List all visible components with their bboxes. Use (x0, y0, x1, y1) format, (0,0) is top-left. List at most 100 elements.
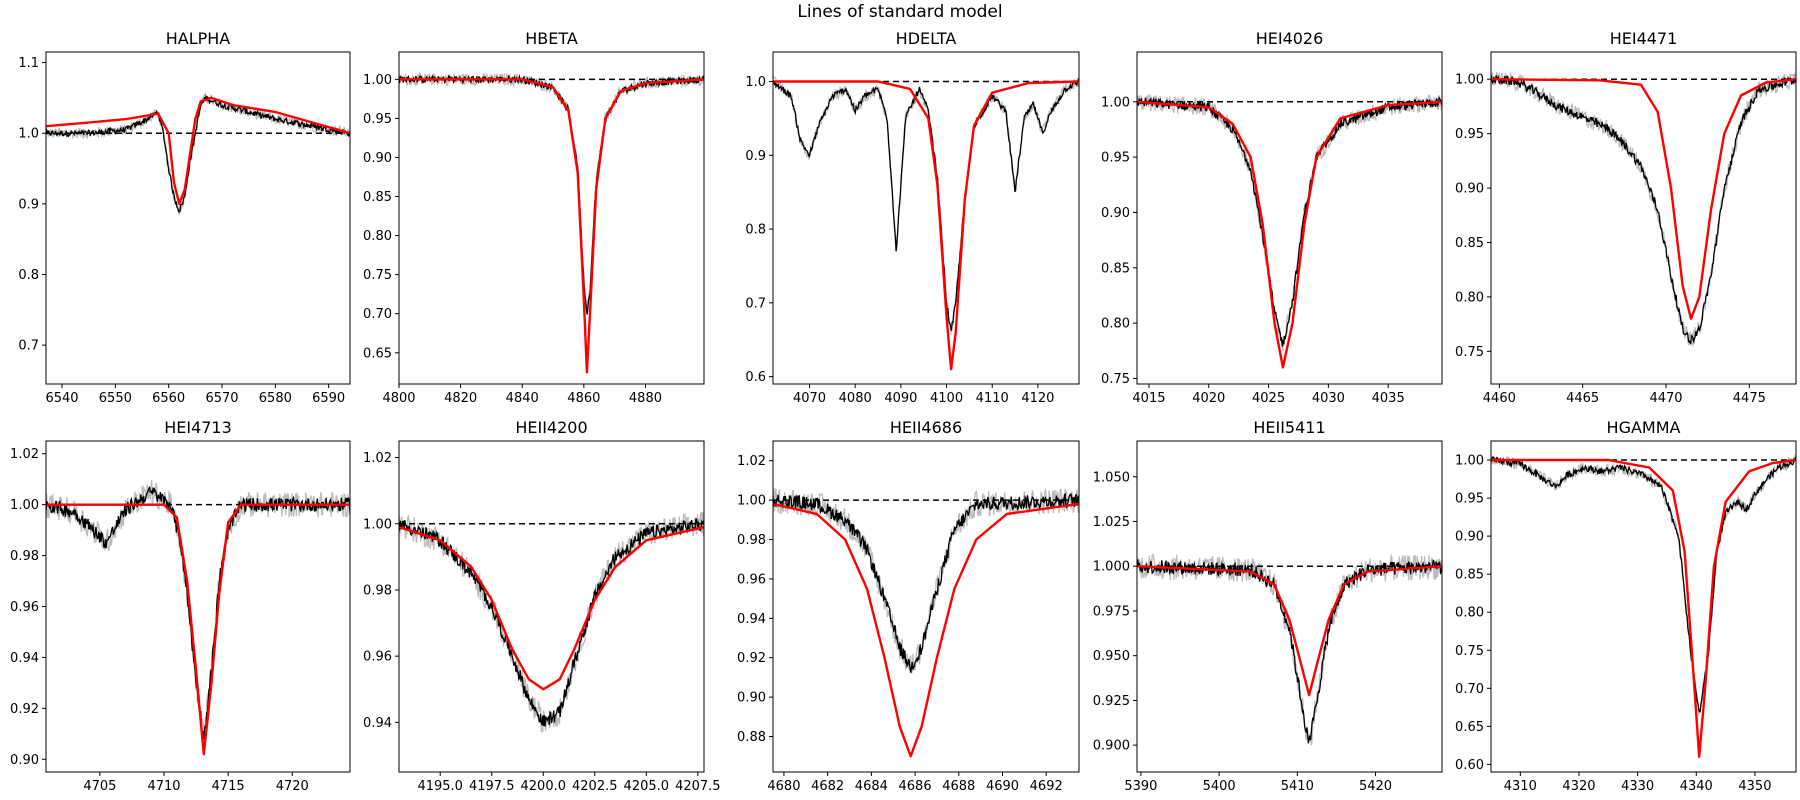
y-tick-label: 0.94 (737, 612, 766, 627)
y-tick-label: 0.8 (745, 223, 766, 238)
plot-area (46, 91, 350, 216)
observed-series (773, 78, 1079, 331)
model-series (1137, 565, 1442, 697)
x-tick-label: 4820 (444, 391, 477, 406)
x-tick-label: 4120 (1021, 391, 1054, 406)
plot-area (1491, 454, 1796, 758)
plot-area (1491, 71, 1796, 347)
figure-title: Lines of standard model (797, 2, 1003, 22)
x-tick-label: 5410 (1281, 779, 1314, 794)
x-tick-label: 4715 (212, 779, 245, 794)
x-tick-label: 4090 (884, 391, 917, 406)
y-tick-label: 1.00 (10, 498, 39, 513)
plot-area (399, 72, 704, 374)
x-tick-label: 4197.5 (469, 779, 515, 794)
observed-series (1491, 456, 1796, 713)
y-tick-label: 0.75 (363, 268, 392, 283)
y-tick-label: 1.1 (18, 56, 39, 71)
panel-title: HEI4471 (1610, 29, 1678, 48)
y-tick-label: 0.7 (745, 296, 766, 311)
y-tick-label: 0.95 (1101, 151, 1130, 166)
y-tick-label: 1.025 (1093, 515, 1130, 530)
x-tick-label: 4465 (1566, 391, 1599, 406)
panel-title: HDELTA (896, 29, 957, 48)
y-tick-label: 0.90 (1455, 182, 1484, 197)
axes-frame (1490, 51, 1797, 385)
x-tick-label: 4682 (811, 779, 844, 794)
x-tick-label: 5400 (1203, 779, 1236, 794)
x-tick-label: 4195.0 (417, 779, 463, 794)
x-tick-label: 4686 (899, 779, 932, 794)
y-tick-label: 1.050 (1093, 470, 1130, 485)
y-tick-label: 0.85 (1455, 236, 1484, 251)
y-tick-label: 1.00 (363, 517, 392, 532)
y-tick-label: 0.950 (1093, 649, 1130, 664)
model-series (399, 525, 704, 691)
x-tick-label: 4025 (1252, 391, 1285, 406)
panel-title: HEII4686 (890, 418, 962, 437)
panel-title: HEII4200 (515, 418, 587, 437)
y-tick-label: 0.7 (18, 339, 39, 354)
y-tick-label: 0.85 (1101, 261, 1130, 276)
x-tick-label: 4705 (83, 779, 116, 794)
x-tick-label: 4320 (1562, 779, 1595, 794)
axes-frame (1490, 440, 1797, 773)
y-tick-label: 0.75 (1101, 372, 1130, 387)
x-tick-label: 4100 (930, 391, 963, 406)
panel-title: HBETA (525, 29, 578, 48)
x-tick-label: 6590 (312, 391, 345, 406)
x-tick-label: 4840 (506, 391, 539, 406)
plot-area (773, 487, 1079, 758)
y-tick-label: 1.00 (1101, 95, 1130, 110)
observed-series (1491, 74, 1796, 345)
y-tick-label: 0.90 (1101, 206, 1130, 221)
y-tick-label: 1.00 (1455, 73, 1484, 88)
y-tick-label: 0.96 (10, 600, 39, 615)
model-series (1491, 458, 1796, 758)
panel-title: HGAMMA (1607, 418, 1681, 437)
observed-raw-series (773, 487, 1079, 675)
y-tick-label: 0.85 (1455, 568, 1484, 583)
y-tick-label: 0.6 (745, 370, 766, 385)
y-tick-label: 0.925 (1093, 694, 1130, 709)
model-series (1491, 78, 1796, 320)
axes-frame (398, 440, 705, 773)
y-tick-label: 0.65 (1455, 720, 1484, 735)
y-tick-label: 0.95 (1455, 492, 1484, 507)
y-tick-label: 0.80 (1455, 290, 1484, 305)
x-tick-label: 5420 (1359, 779, 1392, 794)
y-tick-label: 0.94 (10, 651, 39, 666)
model-series (773, 502, 1079, 758)
panel-title: HEI4026 (1256, 29, 1324, 48)
x-tick-label: 4080 (839, 391, 872, 406)
y-tick-label: 1.00 (1455, 454, 1484, 469)
y-tick-label: 0.98 (363, 583, 392, 598)
x-tick-label: 4200.0 (521, 779, 567, 794)
x-tick-label: 4310 (1504, 779, 1537, 794)
x-tick-label: 4202.5 (572, 779, 618, 794)
x-tick-label: 4690 (986, 779, 1019, 794)
y-tick-label: 0.96 (363, 650, 392, 665)
y-tick-label: 0.92 (10, 702, 39, 717)
x-tick-label: 4475 (1733, 391, 1766, 406)
y-tick-label: 0.88 (737, 730, 766, 745)
y-tick-label: 1.000 (1093, 560, 1130, 575)
y-tick-label: 0.92 (737, 651, 766, 666)
y-tick-label: 0.80 (1455, 606, 1484, 621)
y-tick-label: 0.95 (1455, 127, 1484, 142)
y-tick-label: 1.00 (737, 494, 766, 509)
panel-title: HEII5411 (1253, 418, 1325, 437)
y-tick-label: 0.80 (363, 229, 392, 244)
x-tick-label: 4015 (1132, 391, 1165, 406)
y-tick-label: 1.02 (363, 451, 392, 466)
y-tick-label: 1.0 (745, 75, 766, 90)
y-tick-label: 0.9 (18, 197, 39, 212)
observed-raw-series (1491, 454, 1796, 716)
y-tick-label: 0.70 (363, 307, 392, 322)
panel-heii4200: 4195.0 4197.5 4200.0 4202.5 4205.0 4207.5 0.94… (363, 418, 721, 794)
x-tick-label: 4720 (276, 779, 309, 794)
axes-frame (772, 51, 1080, 385)
x-tick-label: 4020 (1192, 391, 1225, 406)
y-tick-label: 0.90 (1455, 530, 1484, 545)
x-tick-label: 4880 (629, 391, 662, 406)
